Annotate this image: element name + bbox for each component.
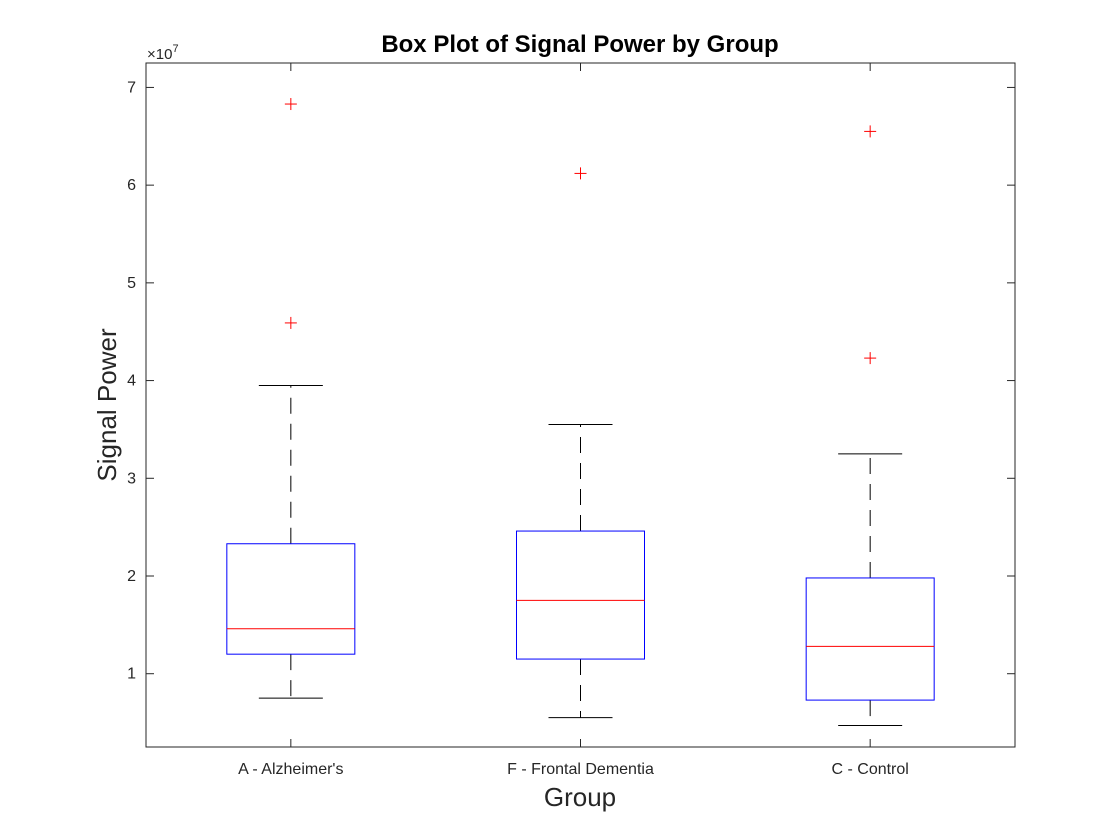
y-exponent-label: ×107 [147,43,179,63]
y-axis-label: Signal Power [92,328,122,482]
iqr-box [805,577,935,701]
y-tick-label: 2 [127,568,136,585]
x-tick-label: C - Control [831,761,908,778]
y-tick-label: 1 [127,666,136,683]
outlier-marker [864,352,877,365]
y-tick-label: 6 [127,177,136,194]
outlier-marker [284,98,297,111]
y-tick-label: 5 [127,275,136,292]
x-tick-label: A - Alzheimer's [238,761,343,778]
y-tick-label: 4 [127,373,136,390]
y-tick-label: 7 [127,79,136,96]
y-exponent-value: 7 [172,43,178,55]
iqr-box [226,543,356,655]
chart-title: Box Plot of Signal Power by Group [381,31,778,58]
x-tick-label: F - Frontal Dementia [507,761,654,778]
y-tick-label: 3 [127,470,136,487]
outlier-marker [284,316,297,329]
axes-frame [145,62,1016,748]
plot-area: 1 2 3 4 5 6 7 A - Alzheimer's F - Frontal Dement… [127,62,1016,778]
x-axis-label: Group [544,782,616,812]
iqr-box [516,530,645,660]
outlier-marker [574,167,587,180]
outlier-marker [864,125,877,138]
